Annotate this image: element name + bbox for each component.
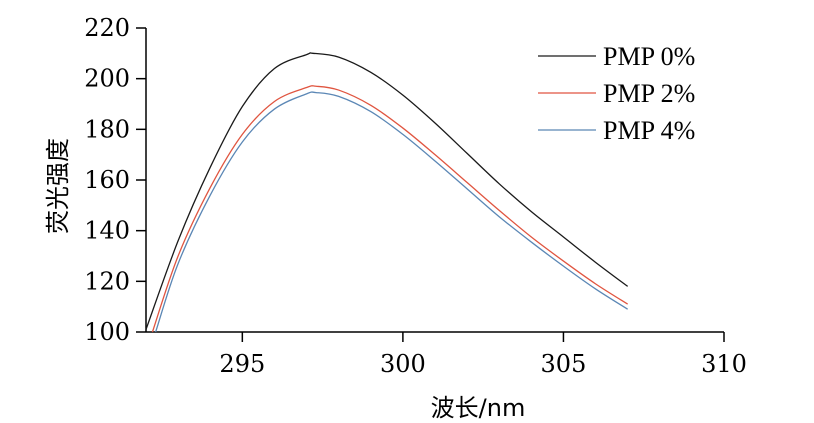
legend-label-2: PMP 2% (603, 79, 695, 108)
series-line-3 (155, 91, 629, 333)
y-tick-label: 220 (84, 14, 130, 42)
x-tick-label: 295 (219, 350, 265, 378)
y-tick-label: 100 (84, 318, 130, 346)
x-tick-label: 305 (541, 350, 587, 378)
y-tick-label: 120 (84, 267, 130, 295)
y-tick-label: 160 (84, 166, 130, 194)
legend-label-3: PMP 4% (603, 116, 695, 145)
series-layer (145, 52, 629, 333)
x-axis-title: 波长/nm (431, 394, 526, 422)
x-tick-label: 310 (701, 350, 747, 378)
legend: PMP 0% PMP 2% PMP 4% (538, 42, 695, 145)
y-tick-label: 180 (84, 115, 130, 143)
y-tick-label: 140 (84, 217, 130, 245)
y-tick-label: 200 (84, 65, 130, 93)
y-axis-title: 荧光强度 (44, 138, 72, 234)
series-line-2 (151, 85, 629, 333)
series-line-1 (145, 52, 629, 330)
axes-layer: 100 120 140 160 180 200 220 295 300 305 310 (84, 14, 747, 378)
legend-label-1: PMP 0% (603, 42, 695, 71)
x-tick-label: 300 (380, 350, 426, 378)
